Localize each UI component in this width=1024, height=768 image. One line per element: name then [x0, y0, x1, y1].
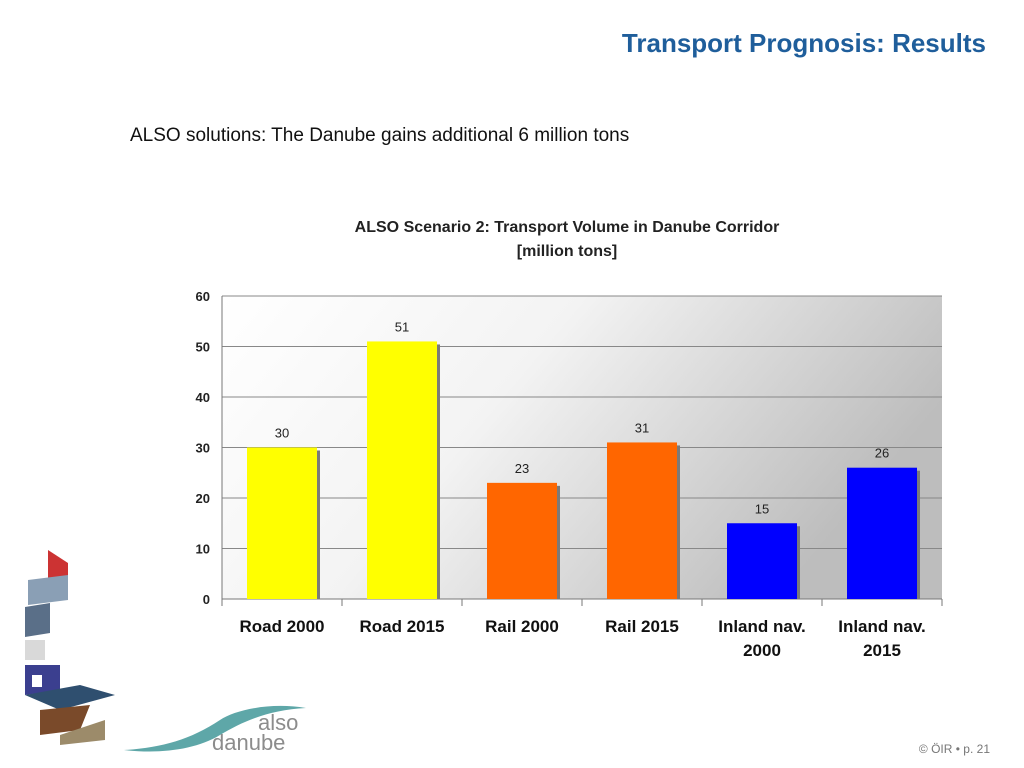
chart-title-unit: [million tons] — [517, 243, 617, 260]
data-label: 30 — [275, 426, 289, 441]
data-label: 31 — [635, 420, 649, 435]
x-tick-label: Road 2000 — [239, 617, 324, 636]
slide-title: Transport Prognosis: Results — [621, 28, 986, 58]
y-tick-label: 60 — [196, 289, 210, 304]
y-tick-label: 50 — [196, 340, 210, 355]
logo-text-also: also — [258, 710, 298, 735]
x-tick-label: 2000 — [743, 641, 781, 660]
x-tick-label: Road 2015 — [359, 617, 444, 636]
plot-area: 0 10 20 30 40 50 60 30 Road 2000 51 Road 2015 23 Rai… — [196, 289, 943, 660]
x-tick-label: Rail 2015 — [605, 617, 679, 636]
y-tick-label: 10 — [196, 542, 210, 557]
x-tick-label: 2015 — [863, 641, 901, 660]
data-label: 15 — [755, 501, 769, 516]
bar-6 — [847, 467, 917, 599]
data-label: 26 — [875, 446, 889, 461]
y-tick-label: 0 — [203, 592, 210, 607]
data-label: 23 — [515, 461, 529, 476]
slide-subtitle: ALSO solutions: The Danube gains additio… — [130, 125, 630, 146]
x-tick-label: Inland nav. — [838, 617, 926, 636]
data-label: 51 — [395, 319, 409, 334]
bar-chart: ALSO Scenario 2: Transport Volume in Dan… — [196, 219, 943, 660]
also-danube-logo: also danube — [124, 705, 306, 755]
y-tick-label: 30 — [196, 441, 210, 456]
x-tick-label: Rail 2000 — [485, 617, 559, 636]
footer-copyright: © ÖIR • p. 21 — [918, 742, 990, 756]
photo-collage-decoration — [25, 550, 115, 745]
y-tick-label: 20 — [196, 491, 210, 506]
bar-2 — [367, 341, 437, 599]
logo-text-danube: danube — [212, 730, 285, 755]
bar-5 — [727, 523, 797, 599]
chart-title: ALSO Scenario 2: Transport Volume in Dan… — [355, 219, 780, 236]
bar-4 — [607, 442, 677, 599]
bar-3 — [487, 482, 557, 599]
y-tick-label: 40 — [196, 390, 210, 405]
x-tick-label: Inland nav. — [718, 617, 806, 636]
bar-1 — [247, 447, 317, 599]
